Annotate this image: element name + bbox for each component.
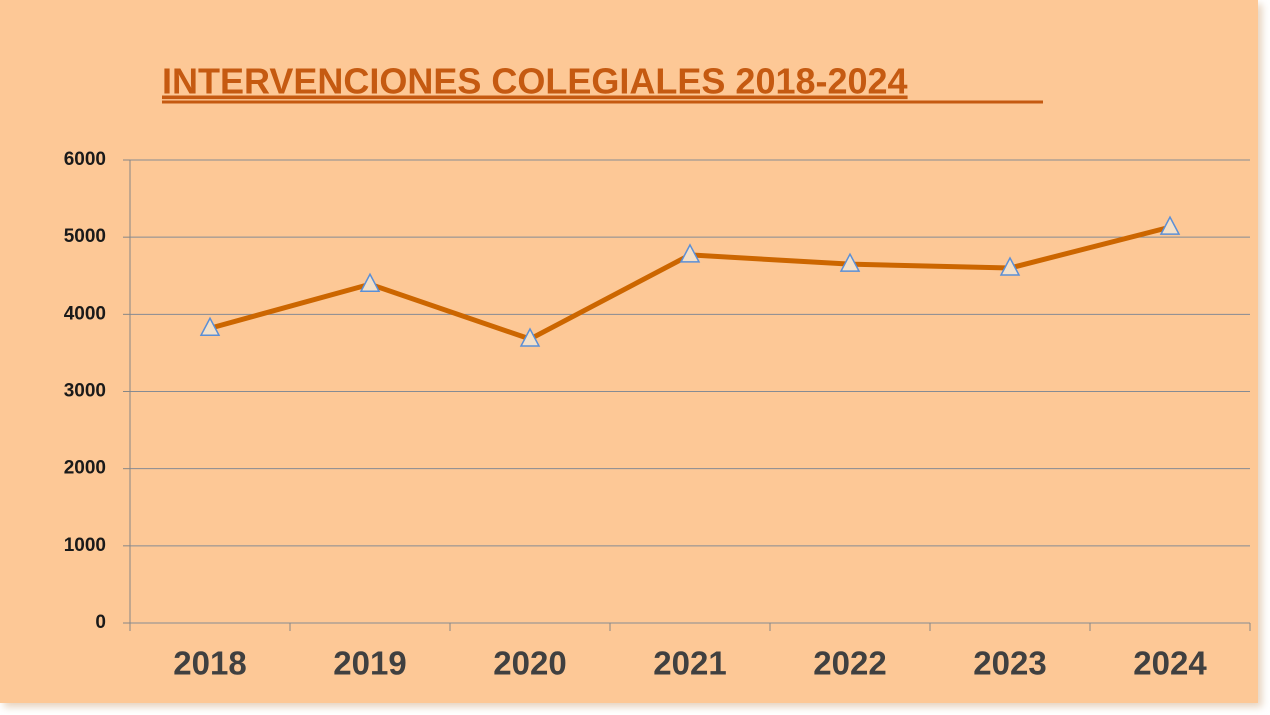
- data-marker: [839, 252, 861, 272]
- y-tick-label: 2000: [64, 458, 106, 479]
- y-tick-label: 3000: [64, 381, 106, 402]
- y-tick-label: 0: [95, 612, 106, 633]
- x-tick-label: 2021: [653, 645, 726, 682]
- data-marker: [679, 243, 701, 263]
- y-tick-label: 1000: [64, 535, 106, 556]
- y-tick-label: 6000: [64, 149, 106, 170]
- x-tick-label: 2020: [493, 645, 566, 682]
- x-tick-label: 2022: [813, 645, 886, 682]
- chart-title: INTERVENCIONES COLEGIALES 2018-2024: [162, 61, 908, 102]
- x-tick-label: 2019: [333, 645, 406, 682]
- data-marker: [1159, 215, 1181, 235]
- data-marker: [199, 316, 221, 336]
- x-tick-label: 2018: [173, 645, 246, 682]
- data-marker: [359, 272, 381, 292]
- chart-background: [0, 0, 1258, 703]
- y-tick-label: 4000: [64, 303, 106, 324]
- y-tick-label: 5000: [64, 226, 106, 247]
- x-tick-label: 2023: [973, 645, 1046, 682]
- data-marker: [999, 256, 1021, 276]
- x-tick-label: 2024: [1133, 645, 1207, 682]
- data-marker: [519, 327, 541, 347]
